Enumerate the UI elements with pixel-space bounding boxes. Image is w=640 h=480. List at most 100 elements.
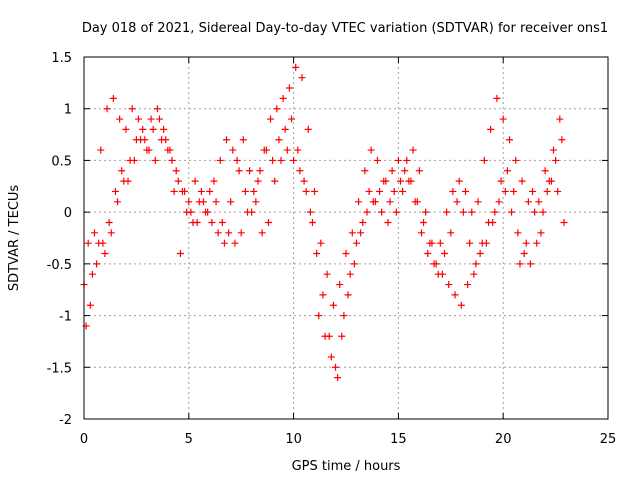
data-point <box>384 218 392 226</box>
data-point <box>107 229 115 237</box>
data-point <box>174 177 182 185</box>
data-point <box>363 208 371 216</box>
data-point <box>256 167 264 175</box>
data-point <box>223 136 231 144</box>
data-point <box>147 115 155 123</box>
data-point <box>415 167 423 175</box>
data-point <box>116 115 124 123</box>
data-point <box>470 270 478 278</box>
data-point <box>355 198 363 206</box>
data-point <box>396 177 404 185</box>
data-point <box>344 291 352 299</box>
data-point <box>114 198 122 206</box>
data-point <box>487 125 495 133</box>
data-point <box>533 239 541 247</box>
data-point <box>103 105 111 113</box>
data-point <box>520 250 528 258</box>
data-point <box>522 239 530 247</box>
data-point <box>237 229 245 237</box>
plot-frame <box>83 56 609 420</box>
data-point <box>457 301 465 309</box>
data-point <box>350 260 358 268</box>
data-point <box>411 198 419 206</box>
data-point <box>560 218 568 226</box>
data-point <box>258 229 266 237</box>
data-point <box>105 218 113 226</box>
data-point <box>361 167 369 175</box>
data-point <box>239 136 247 144</box>
y-tick-label: 1.5 <box>51 51 72 66</box>
data-point <box>417 229 425 237</box>
data-point <box>90 229 98 237</box>
data-point <box>516 260 524 268</box>
y-tick-label: 0 <box>64 206 72 221</box>
data-point <box>503 167 511 175</box>
data-point <box>250 187 258 195</box>
data-point <box>214 229 222 237</box>
data-point <box>510 187 518 195</box>
data-point <box>376 187 384 195</box>
data-point <box>260 146 268 154</box>
data-point <box>235 167 243 175</box>
data-point <box>288 115 296 123</box>
series-satellite-track-c <box>82 125 568 382</box>
data-point <box>170 187 178 195</box>
data-point <box>160 125 168 133</box>
y-tick-label: 1 <box>64 103 72 118</box>
data-point <box>518 177 526 185</box>
data-point <box>292 63 300 71</box>
data-point <box>271 177 279 185</box>
data-point <box>195 198 203 206</box>
data-point <box>189 218 197 226</box>
data-point <box>535 198 543 206</box>
data-point <box>252 198 260 206</box>
data-point <box>436 239 444 247</box>
y-tick-label: -1 <box>59 310 72 325</box>
y-tick-label: -0.5 <box>47 258 72 273</box>
data-point <box>556 115 564 123</box>
data-point <box>212 198 220 206</box>
x-axis-label: GPS time / hours <box>292 459 401 474</box>
data-point <box>132 136 140 144</box>
data-point <box>367 146 375 154</box>
data-point <box>264 218 272 226</box>
data-point <box>476 250 484 258</box>
data-point <box>149 125 157 133</box>
data-point <box>141 136 149 144</box>
tick-labels: 0 5 10 15 20 25 -2 -1.5 -1 -0.5 0 0.5 1 1.5 <box>47 51 617 447</box>
data-point <box>539 208 547 216</box>
data-point <box>514 229 522 237</box>
data-point <box>466 239 474 247</box>
data-point <box>468 208 476 216</box>
data-point <box>420 218 428 226</box>
data-point <box>491 208 499 216</box>
data-point <box>311 187 319 195</box>
data-point <box>449 187 457 195</box>
data-point <box>267 115 275 123</box>
data-point <box>294 146 302 154</box>
data-point <box>338 332 346 340</box>
data-point <box>128 105 136 113</box>
data-point <box>168 156 176 164</box>
data-point <box>434 270 442 278</box>
data-point <box>445 281 453 289</box>
data-point <box>216 156 224 164</box>
grid-lines <box>84 57 608 419</box>
data-point <box>399 187 407 195</box>
data-point <box>441 250 449 258</box>
data-point <box>122 125 130 133</box>
data-point <box>323 270 331 278</box>
data-point <box>495 198 503 206</box>
data-point <box>329 301 337 309</box>
x-tick-label: 5 <box>185 432 193 447</box>
data-point <box>327 353 335 361</box>
data-point <box>300 177 308 185</box>
data-point <box>111 187 119 195</box>
data-point <box>229 146 237 154</box>
data-point <box>552 156 560 164</box>
data-point <box>208 218 216 226</box>
data-point <box>541 167 549 175</box>
data-point <box>275 136 283 144</box>
data-point <box>296 167 304 175</box>
data-point <box>227 198 235 206</box>
